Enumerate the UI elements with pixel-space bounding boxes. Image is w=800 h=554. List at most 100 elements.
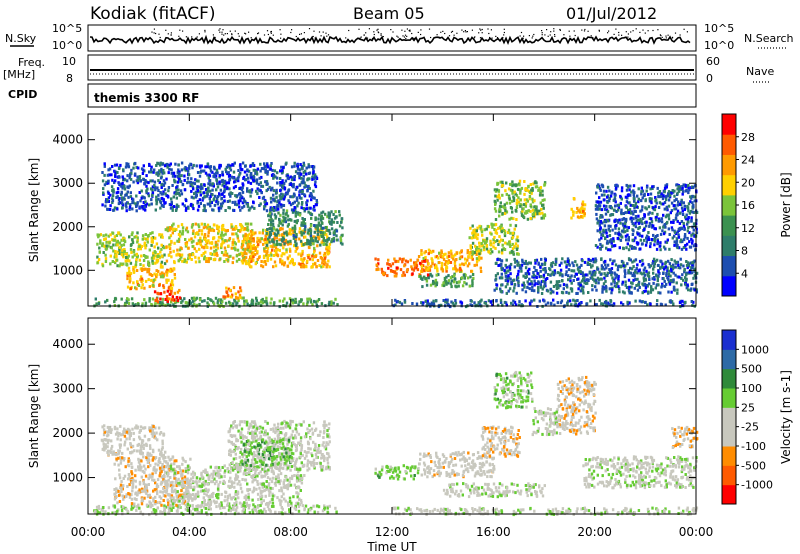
data-cell [690, 216, 693, 220]
data-cell [204, 165, 207, 169]
data-cell [647, 271, 651, 275]
data-cell [298, 227, 302, 231]
data-cell [506, 275, 509, 279]
data-cell [435, 273, 438, 277]
data-cell [256, 192, 259, 196]
data-cell [105, 244, 108, 248]
data-cell [269, 208, 272, 212]
data-cell [498, 276, 502, 280]
data-cell [159, 272, 162, 276]
data-cell [585, 282, 588, 285]
data-cell [231, 192, 234, 195]
data-cell [303, 257, 306, 261]
nsearch-dot [299, 33, 301, 35]
data-cell [147, 264, 151, 268]
data-cell [529, 261, 532, 265]
data-cell [252, 253, 255, 257]
data-cell [273, 235, 277, 239]
data-cell [291, 301, 295, 305]
data-cell [135, 255, 139, 259]
data-cell [260, 184, 263, 188]
data-cell [245, 252, 248, 256]
data-cell [203, 299, 206, 303]
data-cell [305, 265, 308, 269]
data-cell [96, 261, 99, 265]
data-cell [158, 233, 161, 237]
data-cell [237, 201, 241, 205]
data-cell [504, 263, 507, 267]
data-cell [106, 207, 109, 211]
data-cell [262, 242, 265, 246]
data-cell [676, 288, 679, 292]
data-cell [132, 180, 135, 184]
data-cell [243, 178, 247, 182]
data-cell [339, 238, 343, 242]
data-cell [304, 225, 307, 229]
data-cell [312, 235, 315, 239]
data-cell [608, 268, 611, 271]
data-cell [249, 173, 252, 177]
data-cell [111, 178, 114, 182]
data-cell [511, 235, 515, 239]
data-cell [273, 237, 276, 241]
data-cell [173, 174, 177, 178]
data-cell [401, 260, 404, 264]
data-cell [620, 235, 623, 239]
data-cell [249, 194, 252, 198]
data-cell [625, 188, 629, 192]
data-cell [321, 258, 324, 262]
data-cell [605, 246, 608, 250]
data-cell [255, 169, 258, 173]
data-cell [217, 206, 220, 210]
data-cell [421, 269, 424, 273]
data-cell [534, 180, 537, 184]
data-cell [263, 205, 266, 209]
data-cell [662, 277, 665, 281]
data-cell [148, 163, 151, 167]
data-cell [547, 273, 550, 276]
data-cell [209, 195, 212, 198]
nsearch-dot [237, 33, 239, 35]
data-cell [421, 285, 424, 289]
data-cell [270, 220, 273, 224]
data-cell [200, 183, 203, 187]
data-cell [466, 276, 470, 280]
data-cell [627, 211, 631, 214]
data-cell [621, 282, 624, 286]
data-cell [232, 302, 235, 306]
data-cell [639, 247, 642, 251]
data-cell [454, 267, 457, 271]
data-cell [387, 258, 390, 262]
data-cell [487, 250, 491, 254]
data-cell [144, 267, 147, 271]
data-cell [647, 236, 650, 240]
data-cell [246, 244, 250, 248]
data-cell [559, 268, 563, 272]
nsearch-dot [505, 37, 507, 39]
data-cell [305, 201, 308, 205]
data-cell [97, 302, 101, 305]
data-cell [155, 260, 159, 264]
data-cell [280, 181, 284, 185]
data-cell [159, 265, 163, 269]
data-cell [259, 237, 262, 241]
data-cell [212, 245, 216, 249]
data-cell [328, 242, 332, 246]
data-cell [217, 231, 220, 235]
data-cell [516, 276, 520, 280]
data-cell [631, 274, 634, 277]
data-cell [120, 196, 124, 200]
data-cell [198, 247, 201, 251]
data-cell [194, 260, 198, 264]
data-cell [252, 168, 255, 172]
data-cell [520, 269, 523, 273]
data-cell [445, 269, 448, 273]
data-cell [282, 211, 285, 215]
data-cell [316, 240, 319, 244]
data-cell [471, 257, 474, 261]
data-cell [691, 201, 694, 205]
data-cell [210, 201, 213, 204]
nsearch-dot [295, 35, 297, 38]
data-cell [559, 284, 562, 288]
nsearch-dot [667, 34, 669, 36]
